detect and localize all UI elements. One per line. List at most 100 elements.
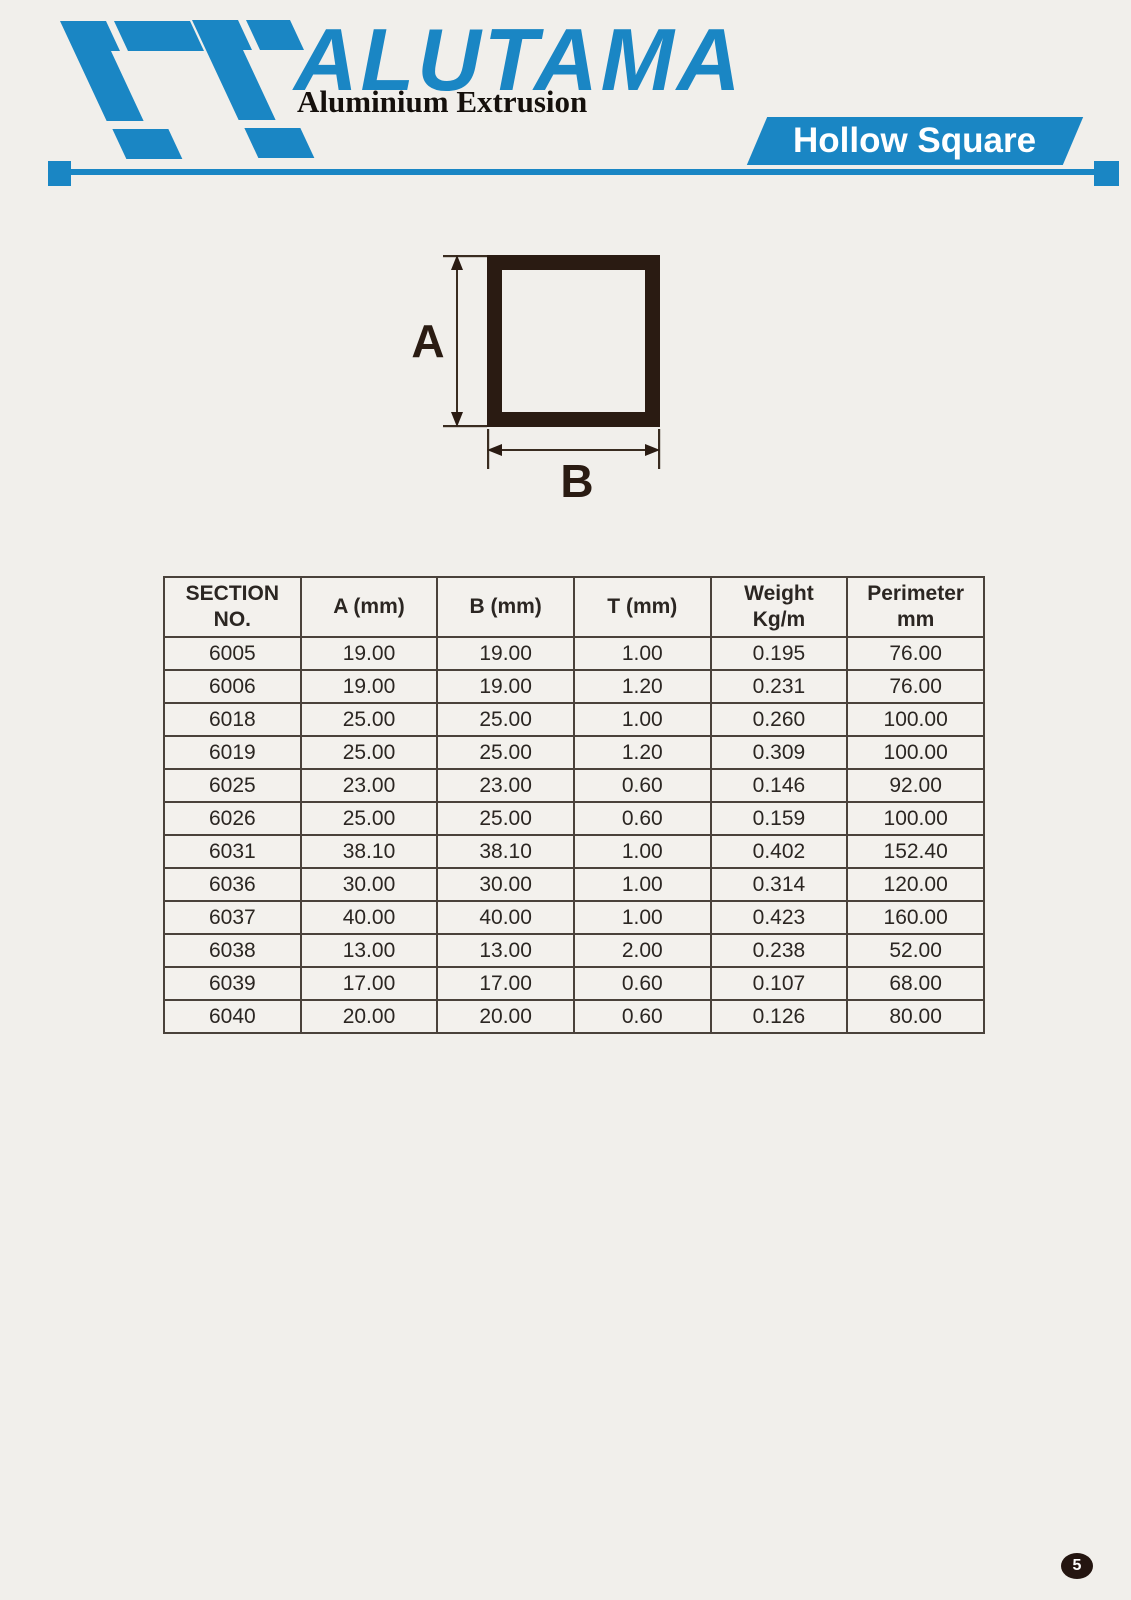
table-row: 6038 13.00 13.00 2.00 0.238 52.00 <box>163 933 985 968</box>
cell-section-no: 6036 <box>163 867 302 902</box>
cell-weight: 0.402 <box>709 834 849 869</box>
cell-t: 1.20 <box>572 669 712 704</box>
arrow-left-icon <box>487 444 502 456</box>
cell-perimeter: 120.00 <box>846 867 985 902</box>
cell-section-no: 6026 <box>163 801 302 836</box>
cell-t: 2.00 <box>572 933 712 968</box>
cell-a: 40.00 <box>299 900 439 935</box>
cell-section-no: 6006 <box>163 669 302 704</box>
table-row: 6039 17.00 17.00 0.60 0.107 68.00 <box>163 966 985 1001</box>
cell-a: 13.00 <box>299 933 439 968</box>
col-header-t-mm: T (mm) <box>572 576 712 638</box>
header-line: Weight <box>744 581 814 605</box>
cell-perimeter: 100.00 <box>846 702 985 737</box>
header-line: T (mm) <box>607 594 678 618</box>
cell-weight: 0.146 <box>709 768 849 803</box>
header-divider-line <box>48 169 1118 175</box>
cell-a: 20.00 <box>299 999 439 1034</box>
hollow-square-diagram: A B <box>411 255 661 507</box>
cell-perimeter: 152.40 <box>846 834 985 869</box>
cell-weight: 0.423 <box>709 900 849 935</box>
ext-line-top <box>443 255 487 258</box>
ext-line-bottom <box>443 425 487 428</box>
cell-perimeter: 76.00 <box>846 669 985 704</box>
table-row: 6019 25.00 25.00 1.20 0.309 100.00 <box>163 735 985 770</box>
cell-weight: 0.231 <box>709 669 849 704</box>
header-line: Perimeter <box>867 581 965 605</box>
cell-b: 40.00 <box>436 900 575 935</box>
ext-line-left <box>487 429 490 469</box>
cell-a: 17.00 <box>299 966 439 1001</box>
table-row: 6037 40.00 40.00 1.00 0.423 160.00 <box>163 900 985 935</box>
table-header-row: SECTION NO. A (mm) B (mm) T (mm) Weight Kg… <box>163 576 985 638</box>
cell-section-no: 6039 <box>163 966 302 1001</box>
cell-section-no: 6037 <box>163 900 302 935</box>
cell-section-no: 6040 <box>163 999 302 1034</box>
col-header-perimeter: Perimeter mm <box>846 576 985 638</box>
cell-b: 25.00 <box>436 735 575 770</box>
logo-left-bracket <box>60 21 204 159</box>
cell-b: 13.00 <box>436 933 575 968</box>
profile-inner-hole <box>502 270 645 412</box>
table-row: 6040 20.00 20.00 0.60 0.126 80.00 <box>163 999 985 1034</box>
cell-a: 19.00 <box>299 669 439 704</box>
cell-t: 0.60 <box>572 999 712 1034</box>
cell-a: 30.00 <box>299 867 439 902</box>
cell-a: 25.00 <box>299 735 439 770</box>
section-banner: Hollow Square <box>746 117 1084 165</box>
arrow-up-icon <box>451 255 463 270</box>
cell-t: 0.60 <box>572 768 712 803</box>
logo-right-bracket <box>192 20 315 158</box>
header-line: B (mm) <box>469 594 542 618</box>
brand-title: ALUTAMA <box>294 10 744 109</box>
cell-perimeter: 68.00 <box>846 966 985 1001</box>
col-header-a-mm: A (mm) <box>299 576 439 638</box>
cell-weight: 0.107 <box>709 966 849 1001</box>
cell-t: 0.60 <box>572 966 712 1001</box>
cell-perimeter: 92.00 <box>846 768 985 803</box>
cell-a: 25.00 <box>299 801 439 836</box>
cell-b: 25.00 <box>436 702 575 737</box>
header-line: SECTION <box>185 581 279 605</box>
cell-weight: 0.260 <box>709 702 849 737</box>
cell-perimeter: 100.00 <box>846 801 985 836</box>
cell-weight: 0.126 <box>709 999 849 1034</box>
cell-a: 23.00 <box>299 768 439 803</box>
page-number-badge: 5 <box>1061 1553 1093 1579</box>
arrow-right-icon <box>645 444 660 456</box>
cell-weight: 0.195 <box>709 636 849 671</box>
table-row: 6025 23.00 23.00 0.60 0.146 92.00 <box>163 768 985 803</box>
cell-b: 23.00 <box>436 768 575 803</box>
brand-tagline: Aluminium Extrusion <box>297 84 588 119</box>
header-line: A (mm) <box>333 594 405 618</box>
alutama-logo-icon <box>60 20 315 159</box>
cell-section-no: 6031 <box>163 834 302 869</box>
cell-weight: 0.314 <box>709 867 849 902</box>
table-row: 6031 38.10 38.10 1.00 0.402 152.40 <box>163 834 985 869</box>
cell-t: 1.00 <box>572 867 712 902</box>
cell-t: 1.00 <box>572 636 712 671</box>
cell-a: 25.00 <box>299 702 439 737</box>
col-header-weight: Weight Kg/m <box>709 576 849 638</box>
table-row: 6006 19.00 19.00 1.20 0.231 76.00 <box>163 669 985 704</box>
page-number: 5 <box>1072 1557 1082 1574</box>
dim-label-b: B <box>560 455 593 507</box>
divider-left-square <box>48 161 71 186</box>
header-line: mm <box>896 608 935 631</box>
cell-section-no: 6005 <box>163 636 302 671</box>
divider-right-square <box>1094 161 1119 186</box>
cell-t: 1.00 <box>572 702 712 737</box>
banner-label: Hollow Square <box>793 121 1037 160</box>
cell-b: 30.00 <box>436 867 575 902</box>
cell-a: 38.10 <box>299 834 439 869</box>
cell-t: 1.00 <box>572 900 712 935</box>
ext-line-right <box>658 429 661 469</box>
cell-a: 19.00 <box>299 636 439 671</box>
cell-section-no: 6025 <box>163 768 302 803</box>
spec-table: SECTION NO. A (mm) B (mm) T (mm) Weight Kg… <box>163 576 985 1034</box>
cell-section-no: 6038 <box>163 933 302 968</box>
cell-perimeter: 100.00 <box>846 735 985 770</box>
cell-t: 0.60 <box>572 801 712 836</box>
col-header-b-mm: B (mm) <box>436 576 575 638</box>
cell-weight: 0.238 <box>709 933 849 968</box>
